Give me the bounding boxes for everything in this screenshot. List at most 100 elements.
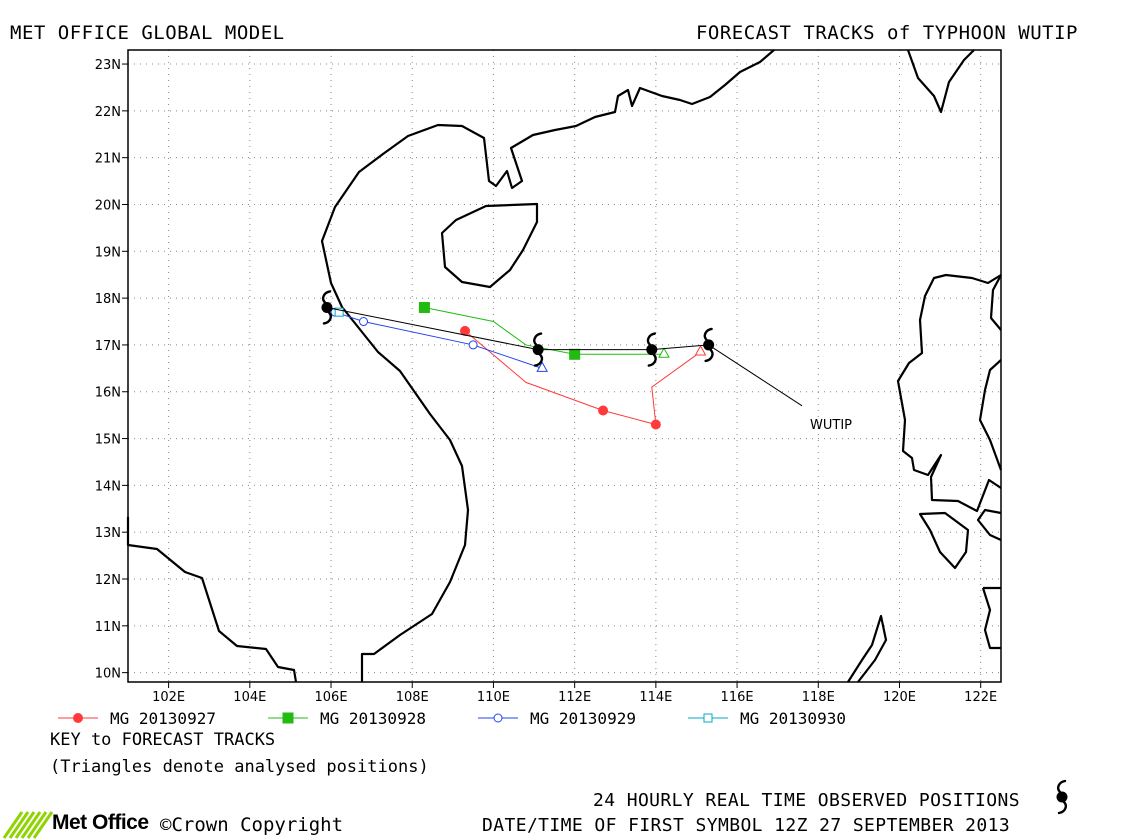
y-tick-label: 17N (95, 339, 121, 354)
typhoon-arm (703, 327, 713, 342)
map-border (127, 49, 1002, 683)
track-point (460, 325, 471, 336)
luzon-east-coast (978, 274, 1003, 471)
observed-typhoon-icon (532, 332, 544, 367)
track-line (424, 306, 664, 355)
graticule (128, 50, 1001, 682)
typhoon-core (321, 301, 333, 313)
panay-coast (981, 586, 1001, 650)
y-tick-label: 20N (95, 198, 121, 213)
y-tick-label: 16N (95, 386, 121, 401)
y-tick-label: 15N (95, 433, 121, 448)
forecast-track (330, 307, 549, 372)
forecast-track (418, 301, 670, 360)
typhoon-core (532, 344, 544, 356)
legend-marker (282, 712, 294, 724)
typhoon-arm (533, 332, 543, 346)
model-title: MET OFFICE GLOBAL MODEL (10, 22, 285, 44)
x-tick-label: 108E (396, 690, 429, 705)
legend-label: MG 20130928 (320, 709, 426, 728)
legend-item: MG 20130929 (478, 709, 636, 728)
hainan-coast (440, 202, 539, 289)
legend-label: MG 20130929 (530, 709, 636, 728)
coastlines (126, 49, 1003, 683)
met-office-logo (2, 811, 54, 839)
forecast-track (460, 325, 707, 430)
analysed-position-triangle (536, 361, 549, 372)
track-line (464, 330, 701, 426)
logo-stripe (32, 811, 54, 839)
typhoon-arm (322, 311, 332, 325)
key-note: (Triangles denote analysed positions) (50, 757, 429, 777)
typhoon-arm (533, 353, 544, 367)
typhoon-arm (647, 353, 657, 367)
typhoon-arm (1057, 779, 1067, 794)
legend-label: MG 20130930 (740, 709, 846, 728)
typhoon-core (1056, 791, 1068, 803)
logo-stripe (8, 811, 30, 839)
track-point (569, 348, 581, 360)
y-tick-label: 19N (95, 245, 121, 260)
x-tick-label: 116E (721, 690, 754, 705)
x-tick-label: 120E (883, 690, 916, 705)
axis-tick-labels: 102E 104E 106E 108E 110E 112E 114E 116E 118E 120E… (95, 58, 997, 705)
y-tick-label: 22N (95, 105, 121, 120)
legend-marker (493, 713, 503, 723)
taiwan-coast (906, 49, 975, 114)
track-point (650, 419, 661, 430)
typhoon-arm (704, 348, 714, 363)
mainland-coast (320, 49, 775, 682)
typhoon-arm (646, 332, 656, 346)
observed-positions-label: 24 HOURLY REAL TIME OBSERVED POSITIONS (593, 790, 1021, 811)
chart-title: FORECAST TRACKS of TYPHOON WUTIP (695, 22, 1078, 44)
forecast-tracks (330, 301, 707, 430)
track-line (334, 311, 543, 369)
legend-item: MG 20130930 (688, 709, 846, 728)
y-tick-label: 10N (95, 667, 121, 682)
track-point (598, 405, 609, 416)
logo-stripe (2, 811, 24, 839)
storm-label-pointer (708, 344, 803, 407)
x-tick-label: 106E (315, 690, 348, 705)
legend-item: MG 20130928 (268, 709, 426, 728)
observed-typhoon-icon (646, 332, 658, 367)
copyright-icon: © (160, 814, 172, 836)
analysed-position-triangle (694, 344, 707, 356)
mindoro-coast (918, 511, 970, 570)
copyright-label: Crown Copyright (171, 814, 344, 836)
logo-stripe (20, 811, 42, 839)
track-point (418, 301, 430, 313)
key-title: KEY to FORECAST TRACKS (50, 730, 276, 750)
y-tick-label: 23N (95, 58, 121, 73)
track-point (468, 340, 478, 350)
y-tick-label: 21N (95, 152, 121, 167)
y-tick-label: 13N (95, 526, 121, 541)
x-tick-label: 112E (558, 690, 591, 705)
palawan-coast (847, 614, 888, 683)
observed-typhoon-icon (321, 290, 333, 325)
legend: MG 20130927 MG 20130928 MG 20130929 MG 2013… (58, 709, 846, 728)
legend-item: MG 20130927 (58, 709, 216, 728)
storm-name-label: WUTIP (810, 418, 852, 433)
track-point (359, 317, 369, 327)
map-frame (127, 49, 1002, 683)
forecast-track (334, 307, 344, 317)
x-tick-label: 110E (477, 690, 510, 705)
typhoon-arm (1057, 800, 1067, 815)
track-point (334, 307, 344, 317)
x-tick-label: 104E (233, 690, 266, 705)
y-tick-label: 18N (95, 292, 121, 307)
legend-marker (703, 713, 713, 723)
x-tick-label: 114E (639, 690, 672, 705)
logo-stripe (14, 811, 36, 839)
observed-symbol-key (1056, 779, 1068, 815)
first-symbol-datetime: DATE/TIME OF FIRST SYMBOL 12Z 27 SEPTEMB… (482, 815, 1011, 836)
crown-copyright: ©Crown Copyright (160, 814, 343, 836)
y-tick-label: 12N (95, 573, 121, 588)
x-tick-label: 118E (802, 690, 835, 705)
observed-positions: WUTIP (321, 290, 852, 433)
thailand-coast (126, 517, 298, 683)
y-tick-label: 11N (95, 620, 121, 635)
typhoon-arm (322, 290, 332, 304)
